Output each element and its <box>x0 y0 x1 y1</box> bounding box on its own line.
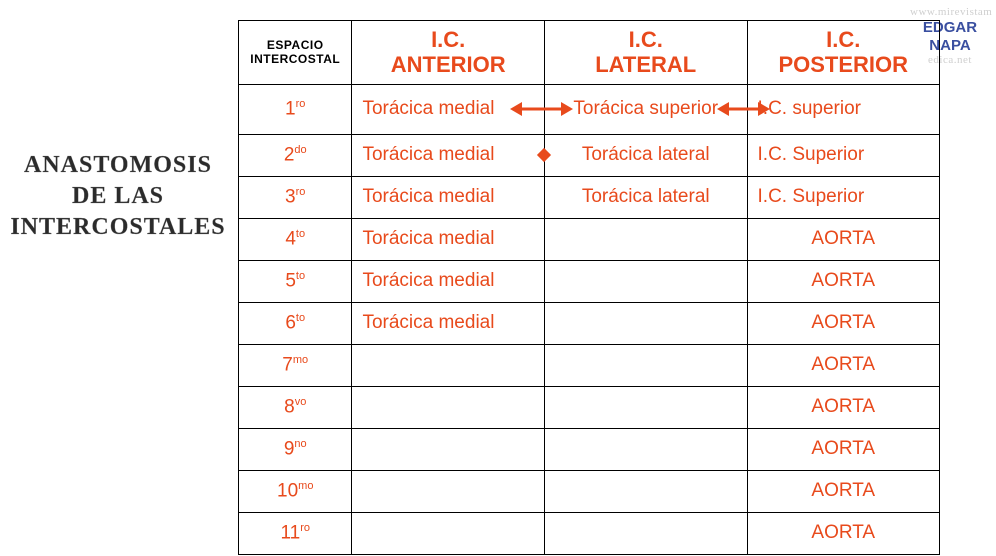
row-number: 9no <box>239 428 352 470</box>
double-arrow-icon <box>543 108 563 111</box>
header-lateral: I.C. LATERAL <box>544 21 747 85</box>
cell-anterior: Torácica medial <box>352 176 544 218</box>
cell-posterior: AORTA <box>747 428 939 470</box>
intercostal-table: ESPACIO INTERCOSTAL I.C. ANTERIOR I.C. L… <box>238 20 940 555</box>
table-row: 7mo AORTA <box>239 344 940 386</box>
cell-anterior <box>352 470 544 512</box>
cell-anterior: Torácica medial <box>352 84 544 134</box>
cell-lateral <box>544 218 747 260</box>
side-title-line3: INTERCOSTALES <box>10 214 225 240</box>
cell-anterior: Torácica medial <box>352 260 544 302</box>
watermark-url-top: www.mirevistam <box>910 6 990 18</box>
table-body: 1roTorácica medialTorácica superiorI.C. … <box>239 84 940 554</box>
cell-posterior: AORTA <box>747 512 939 554</box>
cell-lateral <box>544 470 747 512</box>
cell-posterior: AORTA <box>747 344 939 386</box>
cell-lateral <box>544 428 747 470</box>
cell-posterior: I.C. Superior <box>747 176 939 218</box>
cell-anterior: Torácica medial <box>352 218 544 260</box>
table-row: 3roTorácica medialTorácica lateralI.C. S… <box>239 176 940 218</box>
arrow-left-icon <box>510 102 522 116</box>
cell-lateral: Torácica lateral <box>544 134 747 176</box>
table-row: 2doTorácica medialTorácica lateralI.C. S… <box>239 134 940 176</box>
header-espacio: ESPACIO INTERCOSTAL <box>239 21 352 85</box>
table-row: 4toTorácica medial AORTA <box>239 218 940 260</box>
side-title-line1: ANASTOMOSIS <box>24 152 212 178</box>
cell-anterior <box>352 386 544 428</box>
cell-posterior: AORTA <box>747 260 939 302</box>
side-title-line2: DE LAS <box>72 183 164 209</box>
row-number: 10mo <box>239 470 352 512</box>
row-number: 7mo <box>239 344 352 386</box>
cell-lateral <box>544 260 747 302</box>
arrow-right-icon <box>561 102 573 116</box>
cell-anterior: Torácica medial <box>352 134 544 176</box>
row-number: 5to <box>239 260 352 302</box>
cell-lateral <box>544 386 747 428</box>
table-row: 9no AORTA <box>239 428 940 470</box>
table-row: 11ro AORTA <box>239 512 940 554</box>
cell-lateral <box>544 302 747 344</box>
header-anterior: I.C. ANTERIOR <box>352 21 544 85</box>
table-row: 10mo AORTA <box>239 470 940 512</box>
arrow-left-icon <box>717 102 729 116</box>
row-number: 2do <box>239 134 352 176</box>
cell-anterior <box>352 512 544 554</box>
cell-posterior: I.C. Superior <box>747 134 939 176</box>
cell-lateral: Torácica lateral <box>544 176 747 218</box>
cell-anterior <box>352 428 544 470</box>
cell-posterior: AORTA <box>747 218 939 260</box>
row-number: 11ro <box>239 512 352 554</box>
table-header-row: ESPACIO INTERCOSTAL I.C. ANTERIOR I.C. L… <box>239 21 940 85</box>
row-number: 3ro <box>239 176 352 218</box>
side-title: ANASTOMOSIS DE LAS INTERCOSTALES <box>8 150 228 244</box>
cell-posterior: AORTA <box>747 470 939 512</box>
row-number: 6to <box>239 302 352 344</box>
cell-posterior: I.C. superior <box>747 84 939 134</box>
cell-lateral <box>544 512 747 554</box>
table-row: 1roTorácica medialTorácica superiorI.C. … <box>239 84 940 134</box>
row-number: 4to <box>239 218 352 260</box>
row-number: 8vo <box>239 386 352 428</box>
header-posterior: I.C. POSTERIOR <box>747 21 939 85</box>
cell-lateral: Torácica superior <box>544 84 747 134</box>
table-row: 6toTorácica medial AORTA <box>239 302 940 344</box>
cell-lateral <box>544 344 747 386</box>
table-row: 8vo AORTA <box>239 386 940 428</box>
cell-anterior <box>352 344 544 386</box>
row-number: 1ro <box>239 84 352 134</box>
table-row: 5toTorácica medial AORTA <box>239 260 940 302</box>
cell-posterior: AORTA <box>747 386 939 428</box>
cell-anterior: Torácica medial <box>352 302 544 344</box>
cell-posterior: AORTA <box>747 302 939 344</box>
